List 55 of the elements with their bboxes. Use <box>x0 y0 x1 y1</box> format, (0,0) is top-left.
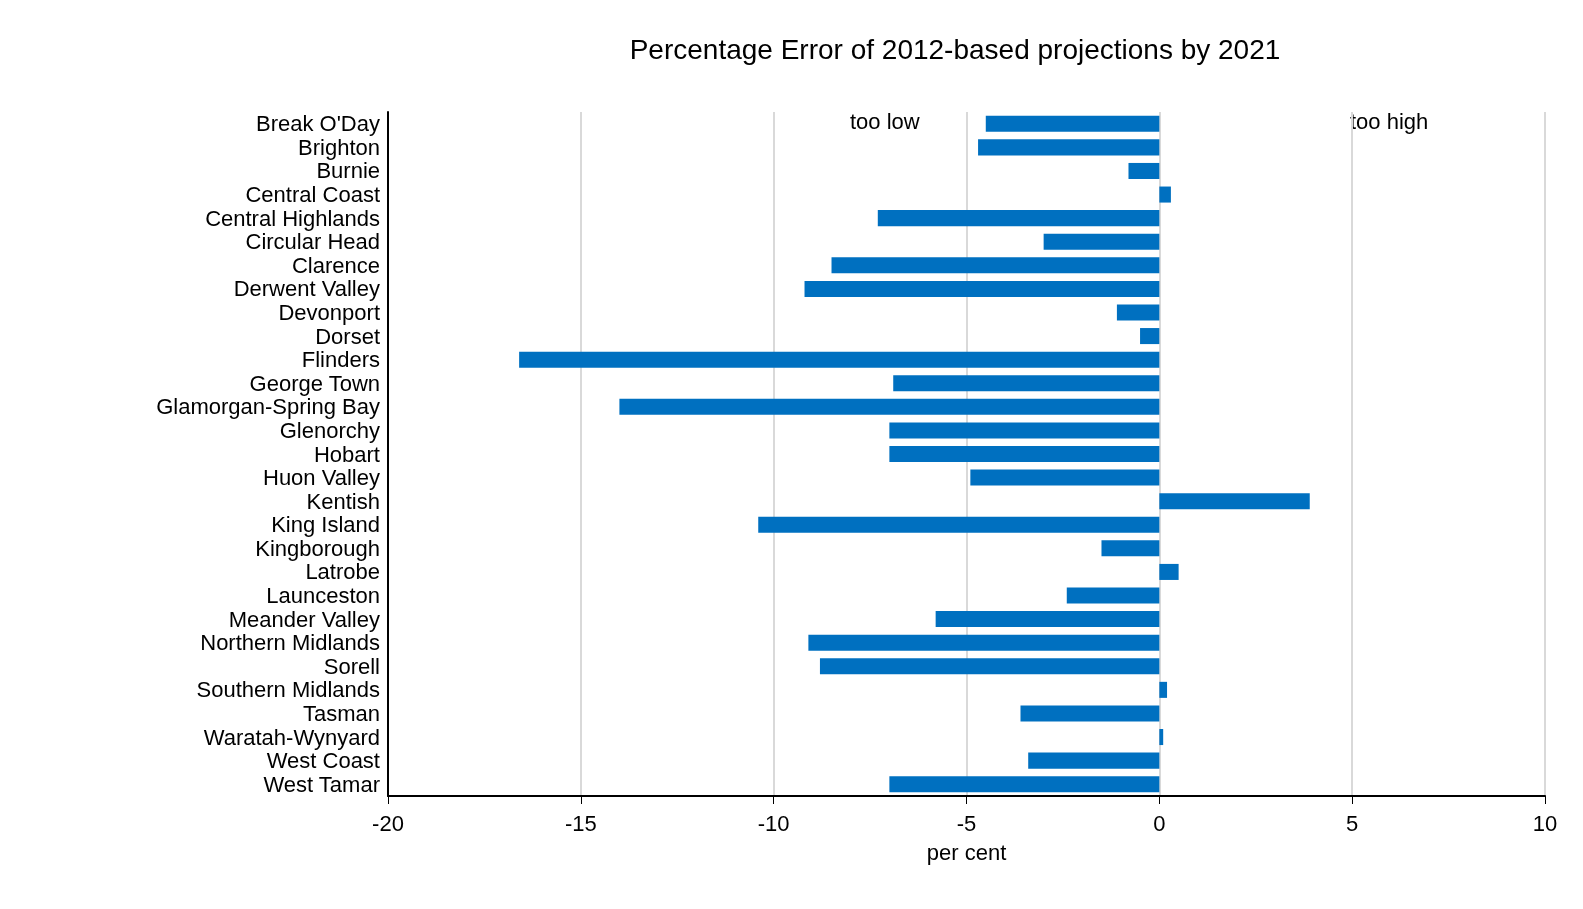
bar <box>808 634 1160 651</box>
bar <box>1159 681 1168 698</box>
x-tick-label: 0 <box>1153 810 1166 836</box>
bar <box>831 257 1160 274</box>
y-tick-label: Tasman <box>302 700 380 726</box>
y-tick-label: Meander Valley <box>228 606 380 632</box>
bar <box>1128 162 1160 179</box>
y-tick-label: Central Coast <box>245 182 380 208</box>
y-tick-label: Huon Valley <box>263 465 380 491</box>
bar <box>819 658 1160 675</box>
bar <box>1101 540 1160 557</box>
bar <box>1159 729 1164 746</box>
bar <box>978 139 1160 156</box>
bar <box>1159 563 1179 580</box>
bar <box>1159 493 1310 510</box>
y-tick-label: George Town <box>249 370 380 396</box>
x-tick-label: -10 <box>757 810 790 836</box>
x-tick-label: -15 <box>564 810 597 836</box>
y-tick-label: Launceston <box>266 583 380 609</box>
bar <box>893 375 1160 392</box>
bar <box>1066 587 1160 604</box>
y-tick-label: Central Highlands <box>205 205 380 231</box>
bar <box>804 280 1160 297</box>
annotation: too low <box>849 108 920 134</box>
y-tick-label: Flinders <box>301 347 380 373</box>
y-tick-label: King Island <box>271 512 380 538</box>
bar <box>935 611 1160 628</box>
bar <box>1140 328 1160 345</box>
y-tick-label: Southern Midlands <box>196 677 380 703</box>
x-tick-label: 5 <box>1346 810 1359 836</box>
bar <box>1020 705 1160 722</box>
y-tick-label: Break O'Day <box>255 111 380 137</box>
y-tick-label: Waratah-Wynyard <box>203 724 380 750</box>
bar <box>758 516 1160 533</box>
bar <box>1116 304 1160 321</box>
chart-title: Percentage Error of 2012-based projections by 2021 <box>629 33 1281 65</box>
x-tick-label: -20 <box>372 810 404 836</box>
bar <box>619 398 1160 415</box>
bar <box>519 351 1160 368</box>
bar <box>985 115 1160 132</box>
bar <box>1028 752 1160 769</box>
x-axis-title: per cent <box>926 839 1007 865</box>
y-tick-label: Clarence <box>291 252 380 278</box>
bar <box>889 776 1160 793</box>
bar <box>889 422 1160 439</box>
bar <box>889 445 1160 463</box>
x-tick-label: -5 <box>956 810 977 836</box>
bar <box>1043 233 1160 250</box>
y-tick-label: West Tamar <box>263 771 380 797</box>
x-tick-label: 10 <box>1532 810 1558 836</box>
y-tick-label: Derwent Valley <box>233 276 380 302</box>
bar <box>877 210 1160 227</box>
bar <box>970 469 1160 486</box>
y-tick-label: Sorell <box>323 653 380 679</box>
bar <box>1159 186 1171 203</box>
